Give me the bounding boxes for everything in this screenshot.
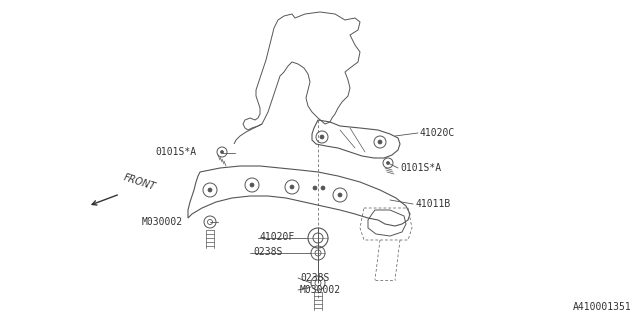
Text: M030002: M030002 xyxy=(142,217,183,227)
Text: 41020F: 41020F xyxy=(260,232,295,242)
Text: FRONT: FRONT xyxy=(122,172,157,192)
Circle shape xyxy=(208,188,212,192)
Circle shape xyxy=(250,183,254,187)
Circle shape xyxy=(290,185,294,189)
Text: 0238S: 0238S xyxy=(253,247,282,257)
Circle shape xyxy=(321,186,325,190)
Text: 41011B: 41011B xyxy=(415,199,451,209)
Text: M030002: M030002 xyxy=(300,285,341,295)
Circle shape xyxy=(221,150,223,154)
Text: 0101S*A: 0101S*A xyxy=(400,163,441,173)
Circle shape xyxy=(338,193,342,197)
Text: 41020C: 41020C xyxy=(420,128,455,138)
Circle shape xyxy=(387,162,390,164)
Text: 0238S: 0238S xyxy=(300,273,330,283)
Circle shape xyxy=(378,140,382,144)
Text: A410001351: A410001351 xyxy=(573,302,632,312)
Circle shape xyxy=(313,186,317,190)
Circle shape xyxy=(320,135,324,139)
Text: 0101S*A: 0101S*A xyxy=(155,147,196,157)
